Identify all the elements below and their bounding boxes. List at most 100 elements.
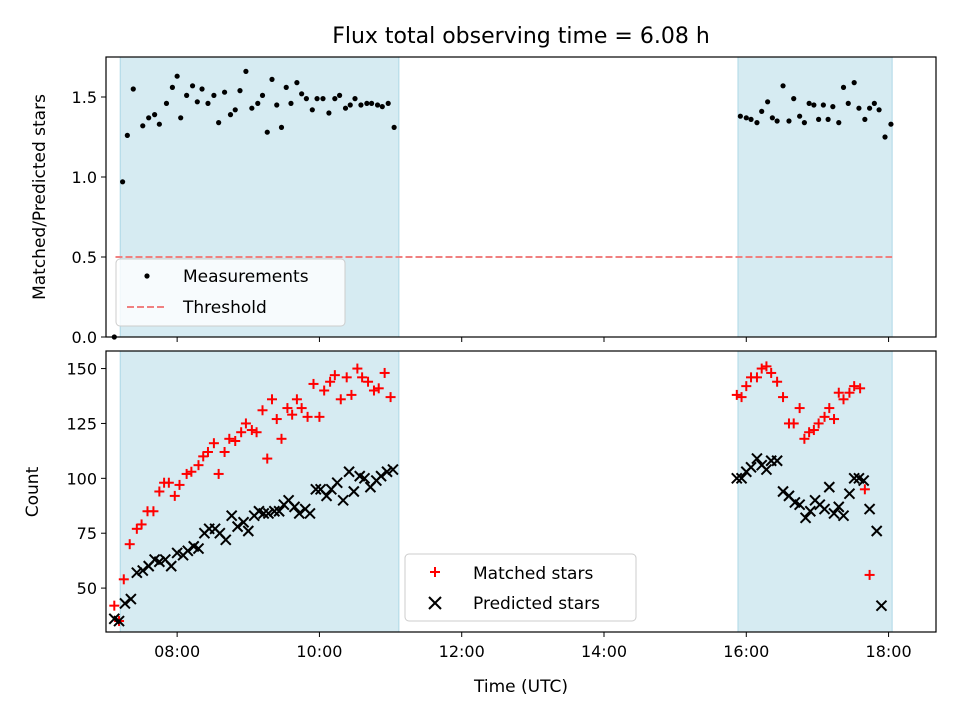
predicted-stars-stroke: [381, 466, 393, 478]
measurement-point: [825, 116, 831, 122]
matched-stars-point: [794, 403, 805, 414]
predicted-stars-stroke: [777, 485, 789, 498]
measurement-point: [332, 96, 338, 102]
measurement-point: [326, 110, 332, 116]
x-tick-label: 12:00: [439, 642, 485, 661]
matched-stars-point: [756, 363, 767, 374]
matched-stars-point: [833, 387, 844, 398]
measurement-point: [184, 92, 190, 98]
measurement-point: [255, 100, 261, 106]
predicted-stars-point: [760, 463, 773, 476]
measurement-point: [759, 108, 765, 114]
predicted-stars-point: [358, 472, 371, 485]
matched-stars-point: [246, 425, 257, 436]
predicted-stars-point: [823, 481, 835, 493]
measurement-point: [243, 68, 249, 74]
predicted-stars-point: [837, 509, 850, 522]
measurement-point: [237, 88, 243, 94]
predicted-stars-stroke: [783, 490, 795, 502]
predicted-stars-point: [293, 507, 305, 520]
predicted-stars-point: [182, 545, 194, 557]
predicted-stars-point: [288, 501, 301, 513]
measurement-point: [876, 107, 882, 113]
matched-stars-point: [208, 438, 219, 449]
measurement-point: [791, 96, 797, 102]
predicted-stars-stroke: [853, 472, 865, 485]
measurement-point: [120, 179, 126, 185]
matched-stars-point: [352, 363, 363, 374]
y-tick-label: 0.0: [72, 328, 97, 347]
predicted-stars-stroke: [348, 485, 360, 498]
predicted-stars-stroke: [804, 505, 817, 517]
x-tick-label: 16:00: [723, 642, 769, 661]
matched-stars-point: [363, 376, 374, 387]
measurement-point: [754, 120, 760, 126]
measurement-point: [797, 113, 803, 119]
matched-stars-point: [751, 372, 762, 383]
measurement-point: [189, 83, 196, 89]
predicted-stars-point: [192, 542, 205, 555]
matched-stars-point: [731, 389, 742, 400]
predicted-stars-point: [848, 472, 860, 485]
measurement-point: [765, 99, 771, 105]
predicted-stars-point: [257, 507, 270, 520]
predicted-stars-point: [804, 505, 817, 517]
measurement-point: [347, 102, 353, 108]
predicted-stars-stroke: [828, 507, 840, 520]
legend-measurement-marker: [144, 273, 150, 279]
predicted-stars-point: [113, 615, 125, 627]
measurement-point: [851, 80, 857, 86]
predicted-stars-point: [125, 593, 137, 605]
chart-title: Flux total observing time = 6.08 h: [332, 24, 710, 49]
predicted-stars-stroke: [387, 463, 399, 476]
matched-stars-point: [118, 574, 129, 585]
observing-window-1: [737, 351, 893, 632]
measurement-point: [840, 84, 847, 90]
predicted-stars-point: [262, 507, 275, 520]
predicted-stars-stroke: [182, 545, 194, 557]
matched-stars-point: [186, 466, 197, 477]
measurement-point: [867, 105, 873, 111]
matched-stars-point: [154, 486, 165, 497]
measurement-point: [336, 92, 343, 98]
predicted-stars-stroke: [875, 599, 888, 612]
matched-stars-point: [291, 394, 302, 405]
measurement-point: [786, 118, 792, 124]
y-axis-label-ratio: Matched/Predicted stars: [30, 94, 50, 300]
predicted-stars-stroke: [789, 496, 801, 509]
matched-stars-point: [174, 479, 185, 490]
predicted-stars-stroke: [113, 615, 125, 627]
predicted-stars-stroke: [833, 501, 845, 513]
measurement-point: [140, 123, 146, 129]
matched-stars-point: [302, 411, 313, 422]
axes-frame: [105, 350, 937, 633]
predicted-stars-stroke: [192, 542, 205, 555]
matched-stars-point: [741, 381, 752, 392]
matched-stars-point: [808, 425, 819, 436]
predicted-stars-stroke: [268, 505, 281, 517]
matched-stars-point: [282, 403, 293, 414]
matched-stars-point: [844, 387, 855, 398]
predicted-stars-stroke: [837, 509, 850, 522]
matched-stars-point: [368, 385, 379, 396]
predicted-stars-point: [735, 472, 748, 485]
predicted-stars-stroke: [314, 483, 327, 496]
predicted-stars-stroke: [288, 501, 301, 513]
predicted-stars-point: [375, 470, 387, 482]
predicted-stars-stroke: [871, 525, 883, 537]
predicted-stars-stroke: [125, 593, 137, 605]
matched-stars-point: [813, 418, 824, 429]
predicted-stars-point: [131, 567, 143, 579]
measurement-point: [303, 96, 309, 102]
matched-stars-point: [193, 460, 204, 471]
measurement-point: [856, 105, 862, 111]
predicted-stars-stroke: [304, 507, 316, 520]
measurement-point: [288, 100, 294, 106]
matched-stars-point: [169, 490, 180, 501]
y-tick-label: 50: [77, 579, 97, 598]
measurement-point: [221, 89, 228, 95]
x-tick-label: 08:00: [154, 642, 200, 661]
legend-matched-label: Matched stars: [473, 564, 593, 584]
predicted-stars-point: [165, 560, 177, 572]
predicted-stars-stroke: [148, 553, 161, 566]
